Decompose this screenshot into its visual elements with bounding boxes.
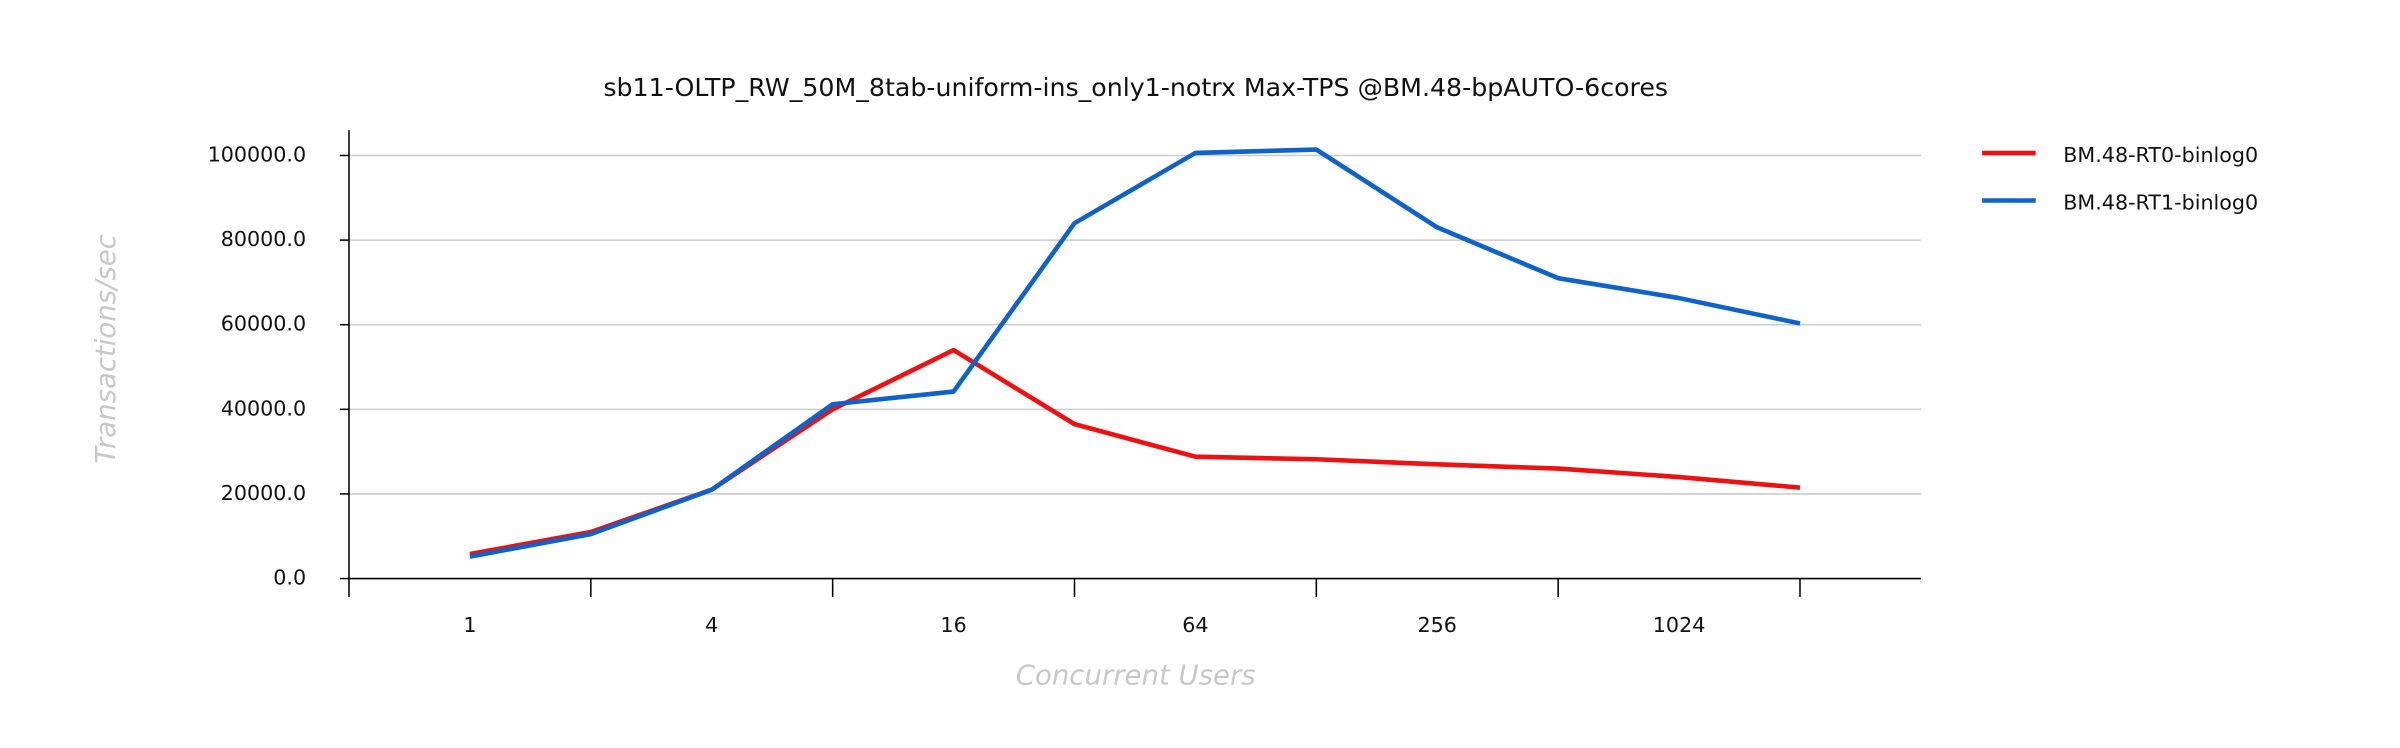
y-tick-label: 40000.0 xyxy=(221,396,306,420)
x-tick-label: 1024 xyxy=(1653,613,1706,637)
y-tick-label: 100000.0 xyxy=(208,142,307,166)
legend-label: BM.48-RT1-binlog0 xyxy=(2063,191,2258,215)
y-tick-label: 20000.0 xyxy=(221,481,306,505)
x-tick-label: 256 xyxy=(1418,613,1457,637)
series-line xyxy=(469,147,1801,559)
x-tick-label: 16 xyxy=(940,613,966,637)
legend-label: BM.48-RT0-binlog0 xyxy=(2063,143,2258,167)
y-tick-label: 60000.0 xyxy=(221,312,306,336)
x-tick-label: 4 xyxy=(705,613,718,637)
x-axis-label: Concurrent Users xyxy=(1016,660,1256,692)
y-tick-label: 0.0 xyxy=(273,566,306,590)
x-tick-label: 1 xyxy=(463,613,476,637)
x-tick-label: 64 xyxy=(1182,613,1208,637)
y-axis-label: Transactions/sec xyxy=(90,234,122,464)
y-tick-label: 80000.0 xyxy=(221,227,306,251)
chart-title: sb11-OLTP_RW_50M_8tab-uniform-ins_only1-… xyxy=(603,73,1668,102)
series-line xyxy=(469,347,1801,557)
